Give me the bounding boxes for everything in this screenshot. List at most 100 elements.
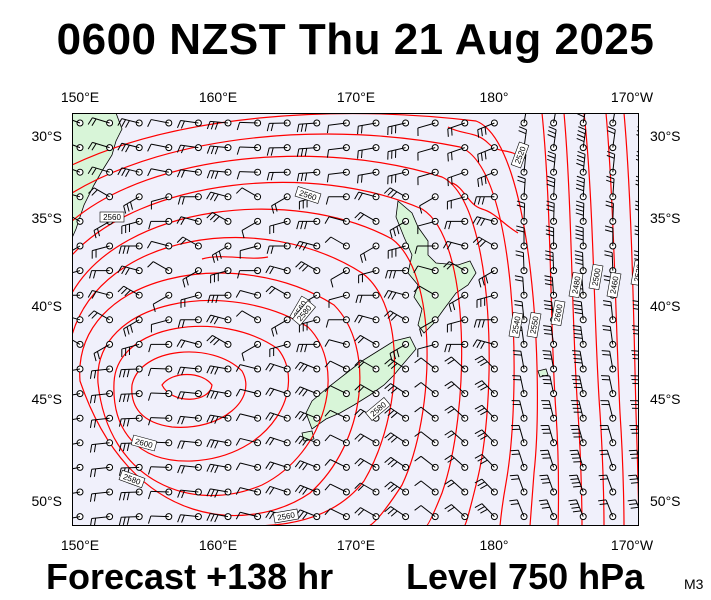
wind-barb-flag [210,366,215,375]
wind-barb-flag [148,344,152,353]
wind-barb-flag [265,461,271,469]
wind-barb-flag [448,221,452,230]
wind-barb-shaft [92,166,110,173]
wind-barb-flag [384,187,391,194]
wind-barb-flag [214,367,219,375]
wind-barb-shaft [299,435,317,444]
wind-barb-flag [607,126,616,131]
wind-barb-shaft [91,393,110,396]
wind-barb-shaft [239,121,258,124]
wind-barb-flag [360,174,363,183]
wind-barb-flag [574,254,583,258]
wind-barb-flag [636,134,639,137]
wind-barb-flag [383,290,389,298]
wind-barb-flag [89,270,93,279]
contour-line [201,256,269,260]
wind-barb-flag [147,392,152,401]
wind-barb-flag [480,177,483,186]
wind-barb-shaft [210,463,229,468]
wind-barb-shaft [451,356,466,370]
station-circle [283,463,291,471]
wind-barb-shaft [92,245,110,252]
wind-barb-flag [384,481,392,488]
wind-barb-flag [236,122,241,131]
wind-barb-flag [271,205,275,214]
wind-barb-flag [604,254,613,258]
wind-barb-flag [181,441,185,449]
wind-barb-flag [214,465,219,474]
wind-barb-flag [480,361,488,367]
wind-barb-shaft [582,203,585,222]
wind-barb-flag [176,120,182,129]
wind-barb-shaft [358,270,377,276]
wind-barb-flag [575,187,584,192]
wind-barb-flag [414,382,422,388]
wind-barb-flag [180,145,185,154]
station-circle [165,316,173,324]
wind-barb-flag [544,332,553,335]
wind-barb-flag [572,353,581,356]
wind-barb-flag [477,506,485,511]
wind-barb-flag [444,356,452,362]
contour-line [97,300,329,497]
wind-barb-flag [206,170,211,179]
wind-barb-shaft [212,211,229,222]
wind-barb-flag [480,484,488,490]
wind-barb-flag [632,332,639,335]
map-title: 0600 NZST Thu 21 Aug 2025 [56,15,655,64]
wind-barb-flag [357,435,365,442]
wind-barb-shaft [389,187,406,198]
wind-barb-shaft [481,380,495,394]
wind-barb-shaft [387,122,406,128]
wind-barb-shaft [447,240,465,247]
wind-barb-flag [474,503,483,508]
contour-label: 2600 [550,299,566,327]
wind-barb-shaft [330,385,347,395]
wind-barb-flag [574,250,583,254]
wind-barb-flag [574,258,583,262]
wind-barb-flag [354,507,361,514]
wind-barb-flag [214,416,219,424]
wind-barb-flag [236,187,243,194]
wind-barb-shaft [417,122,436,129]
wind-barb-flag [448,304,452,313]
wind-barb-flag [117,167,123,176]
wind-barb-flag [180,340,186,348]
wind-barb-flag [540,478,549,481]
lon-label-bottom: 170°E [336,537,376,553]
wind-barb-shaft [269,387,288,395]
wind-barb-flag [176,169,182,178]
wind-barb-shaft [580,301,584,320]
wind-barb-flag [606,154,615,159]
wind-barb-shaft [240,462,258,468]
wind-barb-shaft [210,488,229,493]
wind-barb-flag [357,386,365,393]
wind-barb-shaft [360,359,377,370]
wind-barb-flag [390,314,398,321]
wind-barb-shaft [476,339,495,345]
wind-barb-flag [514,300,523,303]
station-circle [283,414,291,422]
lon-label-top: 170°E [336,89,376,105]
station-circle [550,119,558,127]
wind-barb-shaft [476,294,495,301]
lat-label-right: 45°S [650,391,681,407]
wind-barb-flag [210,121,215,130]
svg-text:2480: 2480 [571,275,583,295]
wind-barb-flag [235,438,241,446]
wind-barb-shaft [271,319,288,330]
wind-barb-flag [96,228,100,237]
wind-barb-shaft [387,171,406,177]
wind-barb-shaft [269,485,288,493]
wind-barb-flag [574,308,583,311]
wind-barb-flag [177,366,181,375]
wind-barb-flag [126,418,130,427]
contour-line [563,113,583,526]
wind-barb-flag [542,482,551,484]
wind-barb-flag [443,261,450,268]
wind-barb-flag [414,480,422,487]
wind-barb-flag [391,292,397,300]
wind-barb-flag [477,196,481,205]
station-circle [283,390,291,398]
wind-barb-flag [213,316,219,325]
